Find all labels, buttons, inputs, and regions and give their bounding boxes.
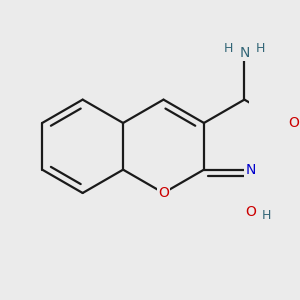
Text: O: O	[245, 205, 256, 219]
Text: N: N	[245, 163, 256, 177]
Text: N: N	[239, 46, 250, 60]
Text: H: H	[262, 209, 271, 222]
Text: O: O	[289, 116, 299, 130]
Text: H: H	[223, 41, 233, 55]
Text: H: H	[256, 41, 266, 55]
Text: O: O	[158, 186, 169, 200]
